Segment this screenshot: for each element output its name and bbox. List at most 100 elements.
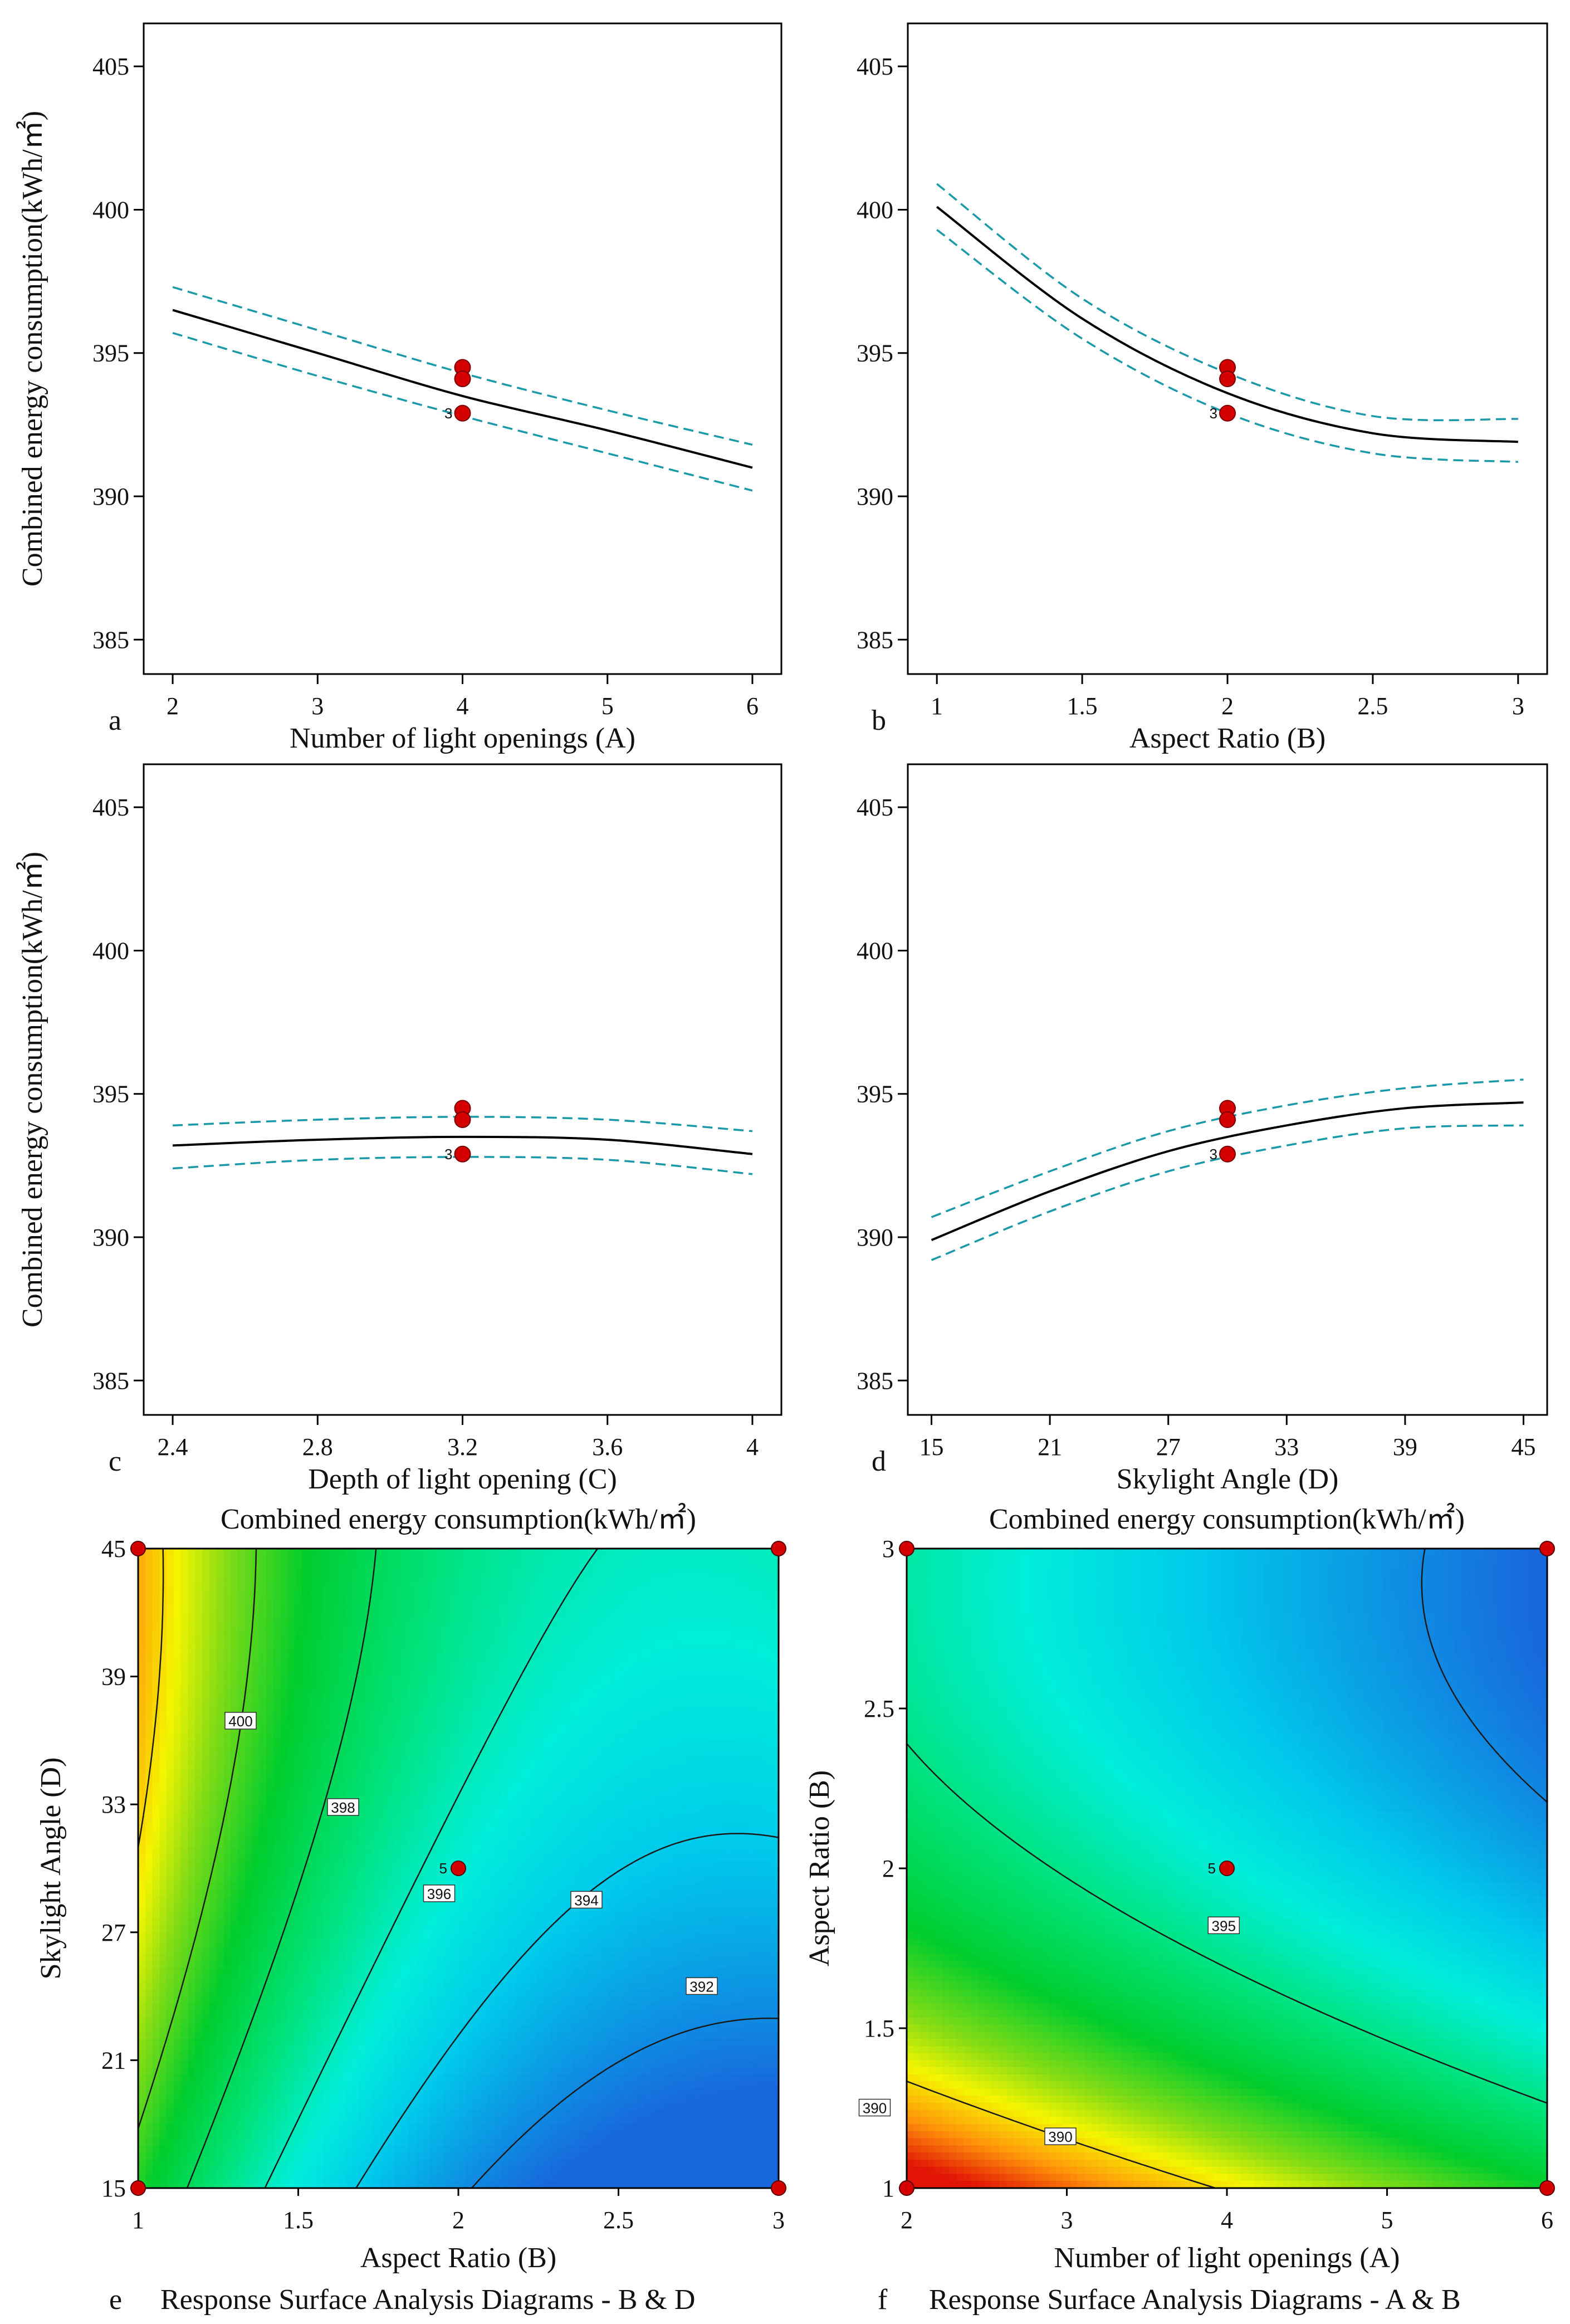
heatmap-cell: [700, 1555, 708, 1564]
heatmap-cell: [551, 1925, 559, 1933]
heatmap-cell: [237, 1619, 246, 1628]
heatmap-cell: [600, 1634, 609, 1642]
heatmap-cell: [672, 1776, 679, 1784]
heatmap-cell: [287, 1641, 295, 1649]
heatmap-cell: [579, 1747, 587, 1755]
heatmap-cell: [736, 1691, 744, 1698]
heatmap-cell: [309, 1747, 317, 1755]
heatmap-cell: [330, 1676, 338, 1685]
heatmap-cell: [202, 1875, 210, 1883]
heatmap-cell: [387, 1875, 395, 1883]
heatmap-cell: [173, 1619, 182, 1628]
heatmap-cell: [244, 1691, 253, 1698]
heatmap-cell: [195, 1683, 203, 1691]
heatmap-cell: [423, 1839, 431, 1848]
heatmap-cell: [764, 1918, 772, 1926]
heatmap-cell: [593, 1648, 601, 1656]
heatmap-cell: [301, 1811, 310, 1819]
heatmap-cell: [145, 1847, 153, 1855]
heatmap-cell: [216, 1911, 224, 1919]
heatmap-cell: [273, 1925, 281, 1933]
heatmap-cell: [651, 1619, 658, 1628]
heatmap-cell: [273, 1733, 281, 1741]
heatmap-cell: [387, 1627, 395, 1634]
heatmap-cell: [387, 1740, 395, 1748]
heatmap-cell: [415, 1776, 423, 1784]
heatmap-cell: [188, 1676, 196, 1685]
heatmap-cell: [309, 1733, 317, 1741]
heatmap-cell: [465, 1641, 473, 1649]
heatmap-cell: [344, 1918, 353, 1926]
heatmap-cell: [359, 1719, 366, 1727]
heatmap-cell: [280, 1897, 288, 1905]
heatmap-cell: [387, 1733, 395, 1741]
heatmap-cell: [330, 1655, 338, 1663]
heatmap-cell: [679, 1584, 687, 1592]
heatmap-cell: [295, 1619, 302, 1628]
heatmap-cell: [145, 1570, 153, 1578]
heatmap-cell: [167, 1570, 174, 1578]
heatmap-cell: [736, 1555, 744, 1564]
heatmap-cell: [707, 1641, 715, 1649]
heatmap-cell: [458, 1797, 466, 1805]
heatmap-cell: [202, 1769, 210, 1776]
heatmap-cell: [529, 1619, 537, 1628]
heatmap-cell: [764, 1811, 772, 1819]
heatmap-cell: [209, 1740, 217, 1748]
heatmap-cell: [721, 1754, 730, 1762]
heatmap-cell: [323, 1747, 331, 1755]
heatmap-cell: [529, 1719, 537, 1727]
heatmap-cell: [373, 1769, 381, 1776]
heatmap-cell: [401, 1790, 409, 1798]
heatmap-cell: [437, 1555, 445, 1564]
heatmap-cell: [608, 1804, 615, 1812]
heatmap-cell: [557, 1875, 566, 1883]
heatmap-cell: [259, 1598, 267, 1606]
heatmap-cell: [365, 1683, 374, 1691]
heatmap-cell: [173, 1790, 182, 1798]
heatmap-cell: [202, 1839, 210, 1848]
heatmap-cell: [458, 1705, 466, 1713]
x-tick-label: 1.5: [1067, 692, 1098, 720]
heatmap-cell: [295, 1783, 302, 1791]
heatmap-cell: [629, 1811, 637, 1819]
heatmap-cell: [679, 1549, 687, 1556]
heatmap-cell: [152, 1839, 160, 1848]
heatmap-cell: [472, 1925, 481, 1933]
heatmap-cell: [337, 1691, 345, 1698]
heatmap-cell: [629, 1897, 637, 1905]
heatmap-cell: [672, 1619, 679, 1628]
heatmap-cell: [736, 1726, 744, 1734]
heatmap-cell: [586, 1719, 594, 1727]
heatmap-cell: [736, 1733, 744, 1741]
heatmap-cell: [408, 1868, 417, 1876]
heatmap-cell: [522, 1890, 530, 1897]
heatmap-cell: [465, 1854, 473, 1862]
heatmap-cell: [707, 1676, 715, 1685]
heatmap-cell: [323, 1719, 331, 1727]
heatmap-cell: [700, 1712, 708, 1720]
heatmap-cell: [458, 1733, 466, 1741]
heatmap-cell: [608, 1697, 615, 1706]
heatmap-cell: [472, 1619, 481, 1628]
heatmap-cell: [721, 1861, 730, 1869]
heatmap-cell: [686, 1918, 694, 1926]
heatmap-cell: [323, 1619, 331, 1628]
heatmap-cell: [522, 1875, 530, 1883]
heatmap-cell: [337, 1918, 345, 1926]
heatmap-cell: [237, 1854, 246, 1862]
heatmap-cell: [522, 1868, 530, 1876]
heatmap-cell: [415, 1648, 423, 1656]
heatmap-cell: [173, 1932, 182, 1940]
heatmap-cell: [415, 1833, 423, 1840]
heatmap-cell: [359, 1861, 366, 1869]
heatmap-cell: [615, 1726, 623, 1734]
heatmap-cell: [145, 1584, 153, 1592]
heatmap-cell: [237, 1925, 246, 1933]
heatmap-cell: [202, 1598, 210, 1606]
heatmap-cell: [643, 1918, 651, 1926]
heatmap-cell: [195, 1634, 203, 1642]
heatmap-cell: [579, 1719, 587, 1727]
heatmap-cell: [287, 1925, 295, 1933]
heatmap-cell: [330, 1712, 338, 1720]
